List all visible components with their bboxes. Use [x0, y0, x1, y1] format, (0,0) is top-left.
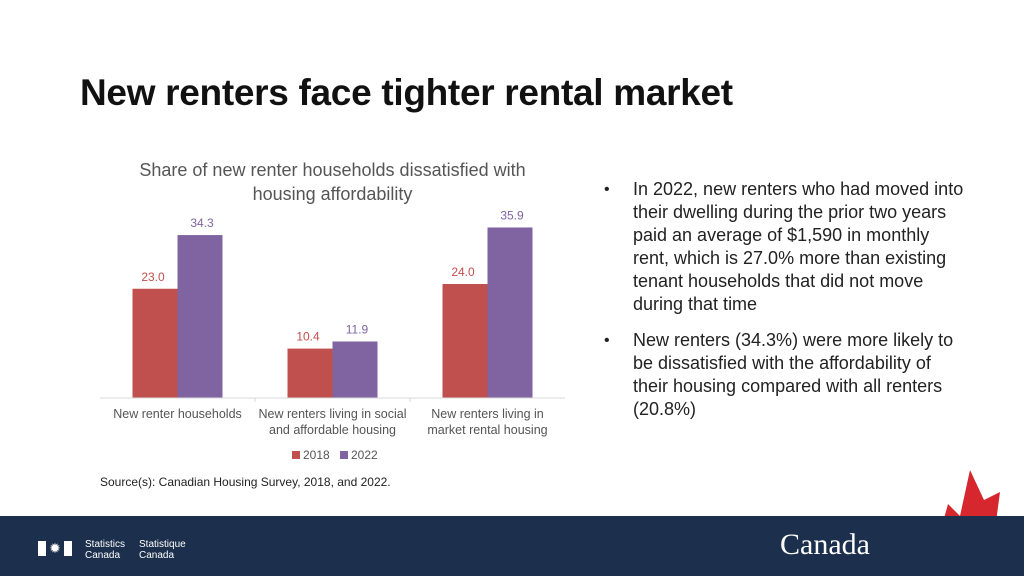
footer-bar [0, 516, 1024, 576]
data-label: 35.9 [500, 208, 524, 222]
x-tick-label: and affordable housing [269, 423, 396, 437]
bullet-item: In 2022, new renters who had moved into … [604, 178, 964, 316]
bar-2018-0 [132, 288, 178, 398]
x-tick-label: market rental housing [427, 423, 547, 437]
data-label: 10.4 [296, 330, 320, 344]
bullet-list: In 2022, new renters who had moved into … [604, 178, 964, 434]
bar-2018-2 [442, 284, 488, 398]
x-tick-label: New renter households [113, 407, 242, 421]
bullet-item: New renters (34.3%) were more likely to … [604, 329, 964, 421]
data-label: 24.0 [451, 265, 475, 279]
bar-2018-1 [287, 348, 333, 398]
legend-swatch-2022 [340, 451, 348, 459]
source-note: Source(s): Canadian Housing Survey, 2018… [100, 475, 391, 489]
bar-chart: 23.0 34.3 10.4 11.9 24.0 35.9 New renter hous… [100, 208, 565, 462]
data-label: 34.3 [190, 216, 214, 230]
statcan-name-fr: Statistique Canada [139, 539, 186, 561]
data-label: 23.0 [141, 270, 165, 284]
bar-2022-0 [177, 235, 223, 398]
data-label: 11.9 [346, 322, 369, 336]
canada-wordmark: Canada [780, 528, 870, 561]
legend-label-2018: 2018 [303, 448, 330, 462]
statcan-name-en: Statistics Canada [85, 539, 126, 561]
chart-title: Share of new renter households dissatisf… [139, 160, 526, 204]
bar-2022-2 [487, 227, 533, 398]
slide-title: New renters face tighter rental market [80, 72, 733, 113]
x-tick-label: New renters living in [431, 407, 544, 421]
bar-2022-1 [332, 341, 378, 398]
legend-label-2022: 2022 [351, 448, 378, 462]
canada-flag-icon: ✹ [38, 540, 72, 556]
legend-swatch-2018 [292, 451, 300, 459]
x-tick-label: New renters living in social [259, 407, 407, 421]
